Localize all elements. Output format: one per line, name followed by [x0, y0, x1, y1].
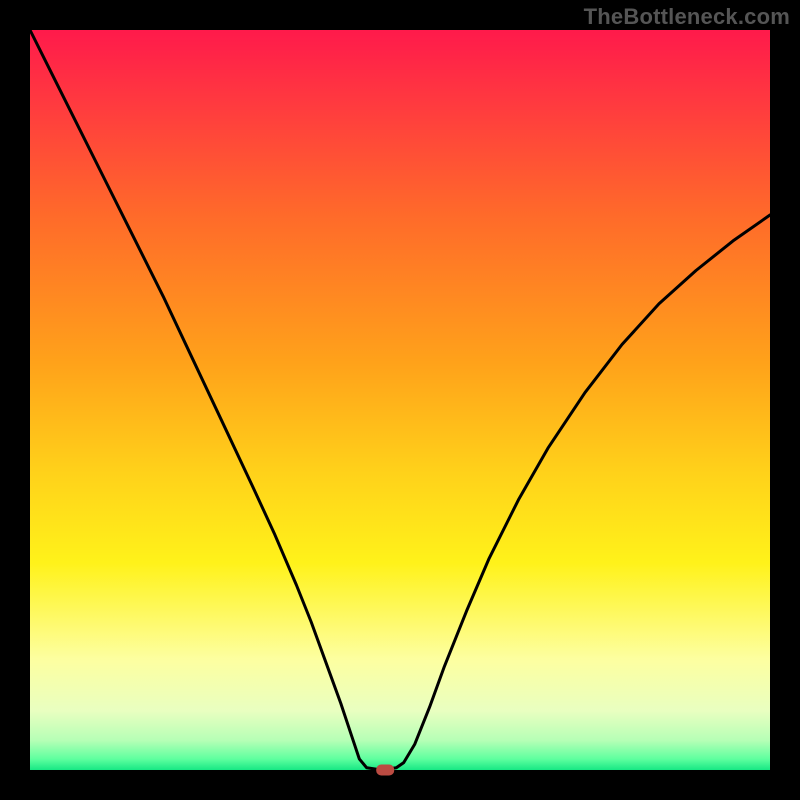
chart-plot-background — [30, 30, 770, 770]
optimal-point-marker — [376, 765, 394, 776]
bottleneck-chart — [0, 0, 800, 800]
chart-container: TheBottleneck.com — [0, 0, 800, 800]
watermark-text: TheBottleneck.com — [584, 4, 790, 30]
